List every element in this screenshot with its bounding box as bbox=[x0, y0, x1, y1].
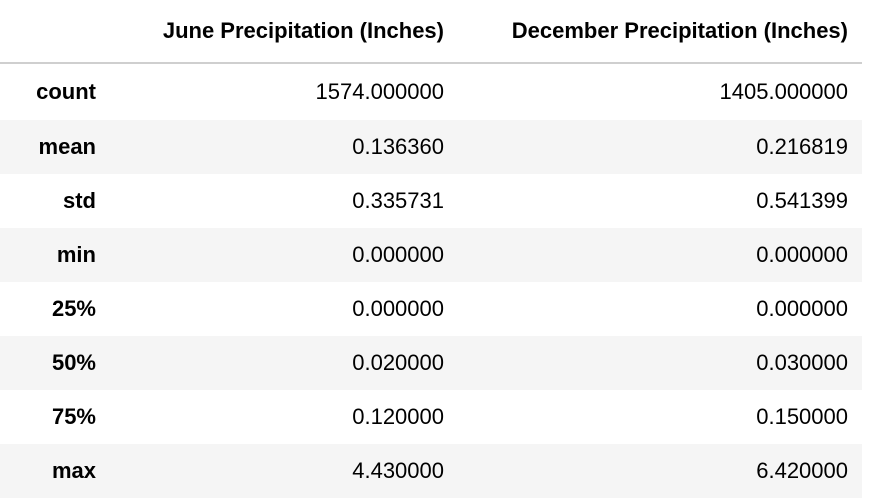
table-body: count 1574.000000 1405.000000 mean 0.136… bbox=[0, 63, 862, 498]
cell-june: 0.020000 bbox=[352, 350, 444, 375]
row-label: 50% bbox=[51, 350, 96, 375]
column-header-december: December Precipitation (Inches) bbox=[458, 0, 862, 64]
table-row: mean 0.136360 0.216819 bbox=[0, 120, 862, 174]
cell-june: 1574.000000 bbox=[315, 79, 444, 104]
cell-december: 0.216819 bbox=[756, 134, 848, 159]
cell-june: 4.430000 bbox=[352, 458, 444, 483]
table-row: max 4.430000 6.420000 bbox=[0, 444, 862, 498]
table-row: min 0.000000 0.000000 bbox=[0, 228, 862, 282]
header-row: June Precipitation (Inches) December Pre… bbox=[0, 0, 862, 64]
row-label: max bbox=[51, 458, 96, 483]
cell-december: 0.000000 bbox=[756, 242, 848, 267]
row-label: 75% bbox=[51, 404, 96, 429]
cell-december: 1405.000000 bbox=[719, 79, 848, 104]
index-header bbox=[0, 0, 110, 64]
cell-december: 0.541399 bbox=[756, 188, 848, 213]
cell-december: 6.420000 bbox=[756, 458, 848, 483]
table-row: 50% 0.020000 0.030000 bbox=[0, 336, 862, 390]
cell-december: 0.000000 bbox=[756, 296, 848, 321]
table-header: June Precipitation (Inches) December Pre… bbox=[0, 0, 862, 64]
cell-june: 0.335731 bbox=[352, 188, 444, 213]
table-row: 25% 0.000000 0.000000 bbox=[0, 282, 862, 336]
cell-june: 0.120000 bbox=[352, 404, 444, 429]
cell-june: 0.136360 bbox=[352, 134, 444, 159]
cell-december: 0.030000 bbox=[756, 350, 848, 375]
cell-june: 0.000000 bbox=[352, 296, 444, 321]
cell-june: 0.000000 bbox=[352, 242, 444, 267]
row-label: 25% bbox=[51, 296, 96, 321]
describe-table: June Precipitation (Inches) December Pre… bbox=[0, 0, 862, 498]
table-row: std 0.335731 0.541399 bbox=[0, 174, 862, 228]
table-row: count 1574.000000 1405.000000 bbox=[0, 63, 862, 120]
cell-december: 0.150000 bbox=[756, 404, 848, 429]
column-header-june: June Precipitation (Inches) bbox=[110, 0, 458, 64]
row-label: std bbox=[63, 188, 96, 213]
row-label: mean bbox=[38, 134, 96, 159]
row-label: count bbox=[36, 79, 96, 104]
table-row: 75% 0.120000 0.150000 bbox=[0, 390, 862, 444]
row-label: min bbox=[56, 242, 96, 267]
